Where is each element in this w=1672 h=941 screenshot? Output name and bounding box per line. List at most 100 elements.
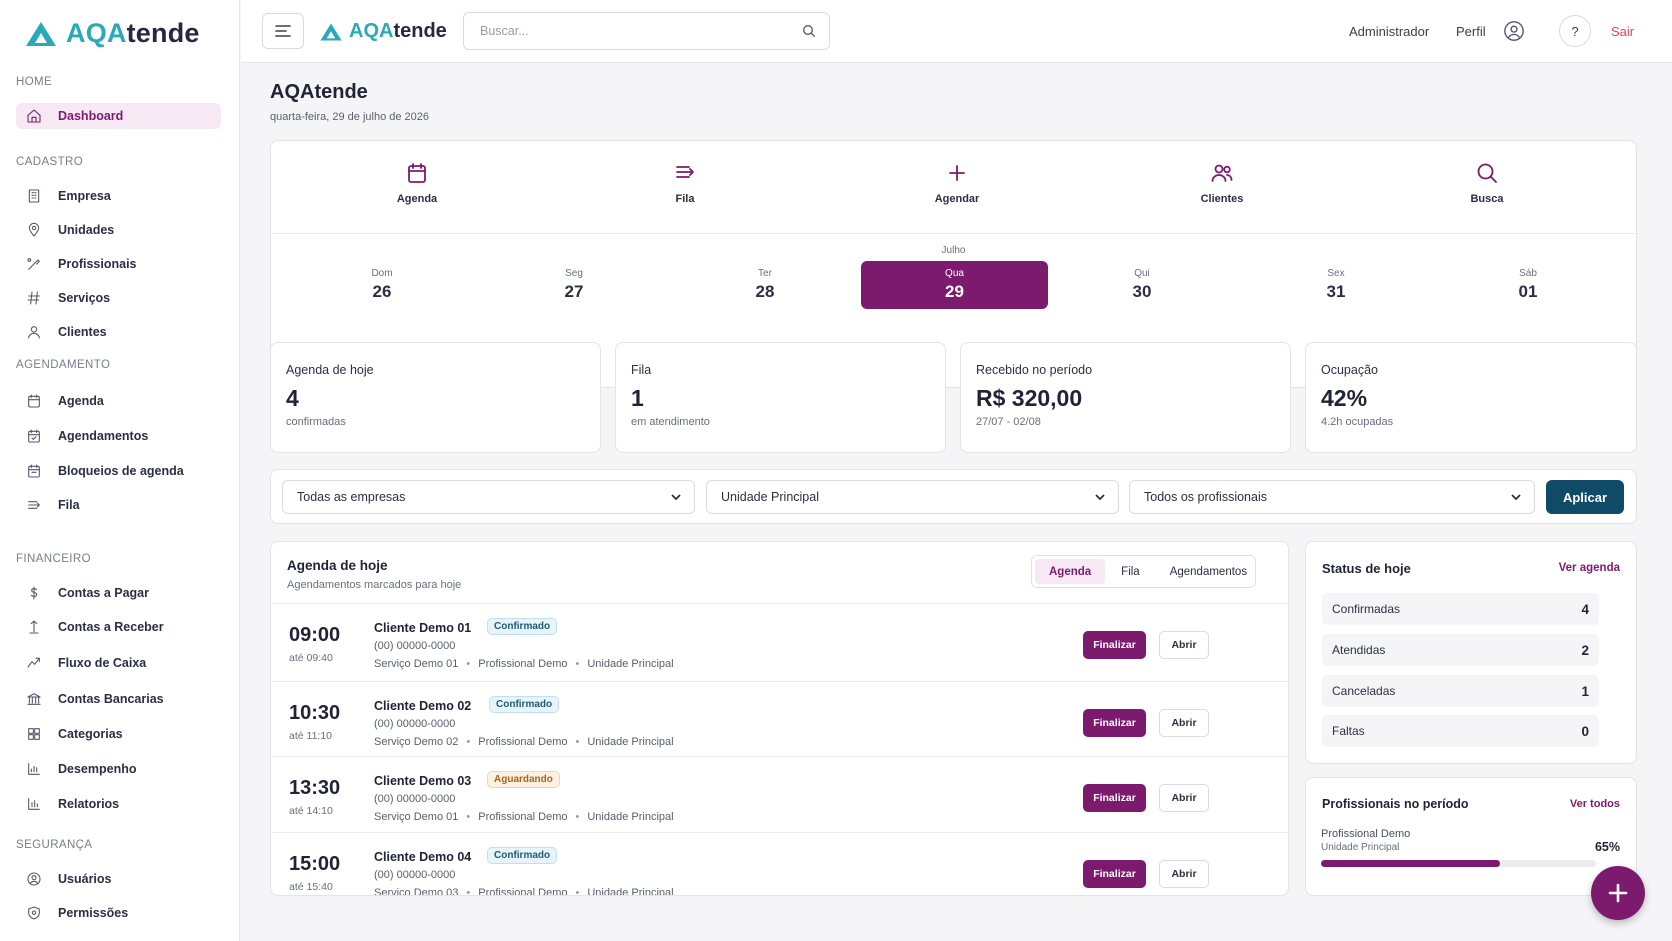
calendar-day[interactable]: Qui 30 — [1077, 261, 1207, 309]
client-name: Cliente Demo 03 — [374, 774, 472, 788]
apply-button[interactable]: Aplicar — [1546, 480, 1624, 514]
section-label-financeiro: FINANCEIRO — [16, 553, 91, 565]
sidebar-item-usuarios[interactable]: Usuários — [16, 866, 221, 892]
agenda-subtitle: Agendamentos marcados para hoje — [287, 579, 462, 591]
sidebar-item-contas-pagar[interactable]: Contas a Pagar — [16, 580, 221, 606]
stat-sub: 4.2h ocupadas — [1321, 416, 1394, 428]
sidebar-item-empresa[interactable]: Empresa — [16, 183, 221, 209]
status-label: Faltas — [1332, 724, 1365, 738]
sidebar-logo[interactable]: AQAtende — [24, 18, 200, 49]
calendar-day-selected[interactable]: Qua 29 — [861, 261, 1048, 309]
company-select[interactable]: Todas as empresas — [282, 480, 695, 514]
view-all-link[interactable]: Ver todos — [1569, 798, 1620, 810]
finish-button[interactable]: Finalizar — [1083, 784, 1146, 812]
calendar-day[interactable]: Dom 26 — [317, 261, 447, 309]
calendar-day[interactable]: Ter 28 — [700, 261, 830, 309]
stat-value: 42% — [1321, 385, 1368, 411]
tab-agenda[interactable]: Agenda — [1035, 559, 1106, 584]
quick-action-label: Clientes — [1200, 193, 1244, 205]
professional-select[interactable]: Todos os profissionais — [1129, 480, 1535, 514]
sidebar-item-bloqueios[interactable]: Bloqueios de agenda — [16, 458, 221, 484]
help-button[interactable]: ? — [1559, 15, 1591, 47]
unit-select[interactable]: Unidade Principal — [706, 480, 1119, 514]
service-name: Serviço Demo 02 — [374, 736, 459, 748]
open-button[interactable]: Abrir — [1159, 631, 1209, 659]
finish-button[interactable]: Finalizar — [1083, 631, 1146, 659]
open-button[interactable]: Abrir — [1159, 860, 1209, 888]
tools-icon — [27, 258, 40, 270]
quick-action-busca[interactable]: Busca — [1427, 161, 1547, 205]
professional-name: Profissional Demo — [1321, 828, 1411, 840]
agenda-row: 15:00 até 15:40 Cliente Demo 04 Confirma… — [271, 832, 1288, 896]
sidebar-item-desempenho[interactable]: Desempenho — [16, 756, 221, 782]
search-icon — [803, 25, 815, 37]
sidebar-item-agendamentos[interactable]: Agendamentos — [16, 423, 221, 449]
sidebar-item-contas-receber[interactable]: Contas a Receber — [16, 614, 221, 640]
sidebar-item-categorias[interactable]: Categorias — [16, 721, 221, 747]
day-name: Ter — [758, 268, 772, 279]
section-label-agendamento: AGENDAMENTO — [16, 359, 111, 371]
profile-link[interactable]: Perfil — [1456, 24, 1486, 39]
quick-action-label: Agendar — [934, 193, 980, 205]
quick-action-fila[interactable]: Fila — [625, 161, 745, 205]
sidebar-item-fluxo-caixa[interactable]: Fluxo de Caixa — [16, 650, 221, 676]
finish-button[interactable]: Finalizar — [1083, 709, 1146, 737]
professional-name: Profissional Demo — [478, 887, 568, 896]
search-input[interactable] — [464, 13, 789, 49]
select-value: Unidade Principal — [721, 490, 819, 504]
logout-link[interactable]: Sair — [1611, 24, 1635, 39]
open-button[interactable]: Abrir — [1159, 709, 1209, 737]
day-name: Sáb — [1519, 268, 1537, 279]
sidebar-item-label: Agendamentos — [58, 429, 149, 443]
stat-sub: 27/07 - 02/08 — [976, 416, 1041, 428]
tab-agendamentos[interactable]: Agendamentos — [1169, 565, 1248, 578]
status-badge: Aguardando — [487, 771, 560, 788]
report-icon — [28, 798, 40, 810]
unit-name: Unidade Principal — [587, 811, 674, 823]
calendar-day[interactable]: Sex 31 — [1271, 261, 1401, 309]
sidebar-item-clientes[interactable]: Clientes — [16, 319, 221, 345]
sidebar-item-agenda[interactable]: Agenda — [16, 388, 221, 414]
menu-toggle-button[interactable] — [262, 13, 304, 49]
quick-action-clientes[interactable]: Clientes — [1162, 161, 1282, 205]
sidebar-item-label: Fila — [58, 498, 80, 512]
open-button[interactable]: Abrir — [1159, 784, 1209, 812]
search-box — [463, 12, 830, 50]
quick-action-agendar[interactable]: Agendar — [897, 161, 1017, 205]
location-pin-icon — [28, 222, 40, 237]
chevron-down-icon — [1511, 494, 1521, 501]
add-fab-button[interactable] — [1591, 866, 1645, 920]
finish-button[interactable]: Finalizar — [1083, 860, 1146, 888]
sidebar-item-dashboard[interactable]: Dashboard — [16, 103, 221, 129]
sidebar-item-fila[interactable]: Fila — [16, 492, 221, 518]
section-label-seguranca: SEGURANÇA — [16, 839, 93, 851]
tab-fila[interactable]: Fila — [1121, 565, 1140, 578]
sidebar-item-relatorios[interactable]: Relatorios — [16, 791, 221, 817]
calendar-day[interactable]: Sáb 01 — [1463, 261, 1593, 309]
profile-avatar[interactable] — [1503, 20, 1525, 42]
page-date: quarta-feira, 29 de julho de 2026 — [270, 111, 430, 123]
calendar-day[interactable]: Seg 27 — [509, 261, 639, 309]
status-row: Faltas 0 — [1322, 715, 1599, 747]
topbar-logo[interactable]: AQAtende — [319, 20, 447, 43]
unit-name: Unidade Principal — [587, 887, 674, 896]
status-label: Confirmadas — [1332, 602, 1401, 616]
topbar: AQAtende Administrador Perfil ? Sair — [241, 0, 1672, 63]
search-button[interactable] — [789, 23, 829, 39]
view-agenda-link[interactable]: Ver agenda — [1558, 562, 1620, 574]
calendar-month: Julho — [941, 245, 966, 256]
receive-icon — [29, 620, 39, 634]
admin-link[interactable]: Administrador — [1349, 24, 1430, 39]
quick-action-agenda[interactable]: Agenda — [357, 161, 477, 205]
sidebar-item-permissoes[interactable]: Permissões — [16, 900, 221, 926]
grid-icon — [28, 728, 40, 740]
client-phone: (00) 00000-0000 — [374, 793, 456, 805]
professional-name: Profissional Demo — [478, 811, 568, 823]
sidebar-item-servicos[interactable]: Serviços — [16, 285, 221, 311]
sidebar-item-contas-bancarias[interactable]: Contas Bancarias — [16, 686, 221, 712]
stat-card-recebido: Recebido no período R$ 320,00 27/07 - 02… — [960, 342, 1291, 453]
client-phone: (00) 00000-0000 — [374, 718, 456, 730]
sidebar-item-profissionais[interactable]: Profissionais — [16, 251, 221, 277]
sidebar-item-unidades[interactable]: Unidades — [16, 217, 221, 243]
appointment-meta: Serviço Demo 01 • Profissional Demo • Unidad… — [374, 811, 674, 823]
